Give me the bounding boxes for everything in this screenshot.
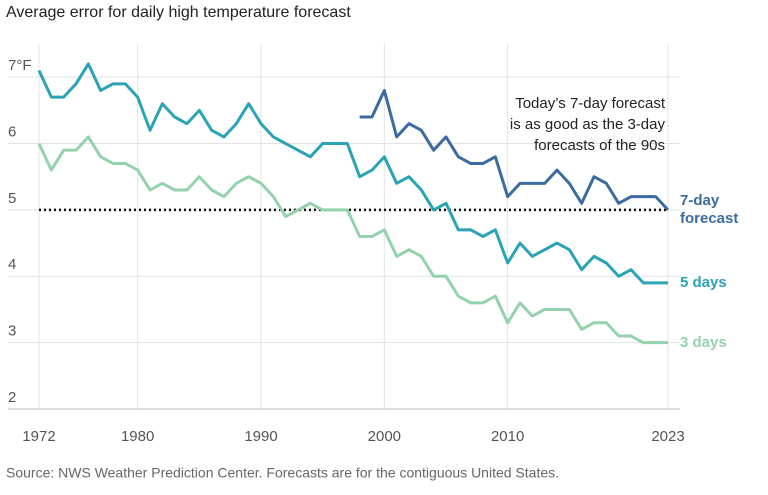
y-tick-label: 2 xyxy=(8,389,16,406)
y-tick-label: 6 xyxy=(8,124,16,141)
annotation: is as good as the 3-day xyxy=(510,116,666,133)
y-tick-label: 4 xyxy=(8,256,16,273)
source: Source: NWS Weather Prediction Center. F… xyxy=(6,465,559,481)
series-line xyxy=(37,135,668,345)
x-tick-label: 2010 xyxy=(491,428,524,445)
x-tick-label: 1990 xyxy=(244,428,277,445)
series-label: 3 days xyxy=(680,333,727,351)
series-line xyxy=(37,62,668,285)
chart-title: Average error for daily high temperature… xyxy=(6,4,351,21)
x-tick-label: 1980 xyxy=(121,428,154,445)
annotation: forecasts of the 90s xyxy=(534,137,665,154)
x-tick-label: 2023 xyxy=(651,428,684,445)
annotation: Today’s 7-day forecast xyxy=(515,95,666,112)
series-label: 7-day forecast xyxy=(680,191,739,227)
series-label: 5 days xyxy=(680,273,727,291)
y-tick-label: 3 xyxy=(8,323,16,340)
y-tick-label: 7°F xyxy=(8,57,32,74)
series-line xyxy=(359,88,670,211)
y-tick-label: 5 xyxy=(8,190,16,207)
x-tick-label: 2000 xyxy=(368,428,401,445)
x-tick-label: 1972 xyxy=(22,428,55,445)
